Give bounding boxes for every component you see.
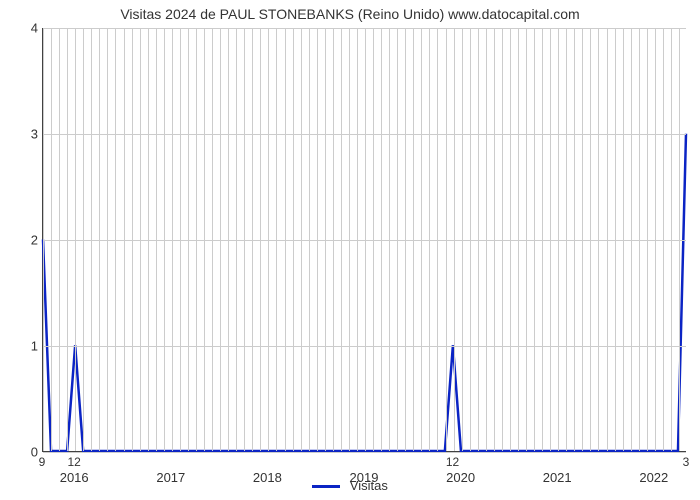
gridline-v: [526, 28, 527, 451]
gridline-h: [43, 452, 686, 453]
gridline-v: [397, 28, 398, 451]
gridline-v: [196, 28, 197, 451]
gridline-v: [590, 28, 591, 451]
gridline-v: [478, 28, 479, 451]
gridline-v: [59, 28, 60, 451]
gridline-v: [518, 28, 519, 451]
gridline-v: [534, 28, 535, 451]
gridline-v: [550, 28, 551, 451]
ytick-label: 2: [8, 233, 38, 248]
point-label: 9: [39, 455, 46, 469]
gridline-v: [115, 28, 116, 451]
gridline-v: [574, 28, 575, 451]
gridline-v: [140, 28, 141, 451]
gridline-v: [252, 28, 253, 451]
gridline-v: [679, 28, 680, 451]
ytick-label: 0: [8, 445, 38, 460]
gridline-v: [582, 28, 583, 451]
gridline-v: [655, 28, 656, 451]
point-label: 12: [68, 455, 81, 469]
gridline-v: [236, 28, 237, 451]
gridline-v: [341, 28, 342, 451]
gridline-v: [83, 28, 84, 451]
gridline-v: [91, 28, 92, 451]
gridline-v: [132, 28, 133, 451]
legend-swatch: [312, 485, 340, 488]
gridline-v: [389, 28, 390, 451]
gridline-v: [381, 28, 382, 451]
gridline-v: [357, 28, 358, 451]
gridline-v: [639, 28, 640, 451]
legend: Visitas: [0, 478, 700, 493]
gridline-v: [204, 28, 205, 451]
gridline-v: [470, 28, 471, 451]
gridline-v: [67, 28, 68, 451]
gridline-v: [260, 28, 261, 451]
gridline-v: [172, 28, 173, 451]
plot-area: [42, 28, 686, 452]
gridline-v: [99, 28, 100, 451]
gridline-v: [373, 28, 374, 451]
gridline-v: [454, 28, 455, 451]
gridline-v: [631, 28, 632, 451]
gridline-v: [164, 28, 165, 451]
gridline-v: [301, 28, 302, 451]
gridline-v: [349, 28, 350, 451]
gridline-v: [220, 28, 221, 451]
gridline-v: [607, 28, 608, 451]
gridline-v: [429, 28, 430, 451]
gridline-v: [462, 28, 463, 451]
gridline-v: [325, 28, 326, 451]
legend-label: Visitas: [350, 478, 388, 493]
gridline-v: [502, 28, 503, 451]
gridline-v: [413, 28, 414, 451]
gridline-v: [494, 28, 495, 451]
chart-title: Visitas 2024 de PAUL STONEBANKS (Reino U…: [0, 6, 700, 22]
gridline-v: [180, 28, 181, 451]
gridline-v: [285, 28, 286, 451]
gridline-v: [421, 28, 422, 451]
gridline-v: [623, 28, 624, 451]
gridline-v: [317, 28, 318, 451]
gridline-v: [333, 28, 334, 451]
gridline-v: [663, 28, 664, 451]
point-label: 12: [446, 455, 459, 469]
gridline-v: [244, 28, 245, 451]
gridline-v: [566, 28, 567, 451]
gridline-v: [446, 28, 447, 451]
gridline-v: [293, 28, 294, 451]
gridline-v: [156, 28, 157, 451]
gridline-v: [558, 28, 559, 451]
gridline-v: [309, 28, 310, 451]
ytick-label: 3: [8, 127, 38, 142]
gridline-v: [647, 28, 648, 451]
gridline-v: [671, 28, 672, 451]
gridline-v: [615, 28, 616, 451]
gridline-v: [437, 28, 438, 451]
gridline-v: [75, 28, 76, 451]
gridline-v: [51, 28, 52, 451]
ytick-label: 1: [8, 339, 38, 354]
chart-container: Visitas 2024 de PAUL STONEBANKS (Reino U…: [0, 0, 700, 500]
gridline-v: [510, 28, 511, 451]
gridline-v: [148, 28, 149, 451]
gridline-v: [268, 28, 269, 451]
gridline-v: [212, 28, 213, 451]
gridline-v: [542, 28, 543, 451]
gridline-v: [228, 28, 229, 451]
gridline-v: [124, 28, 125, 451]
gridline-v: [43, 28, 44, 451]
gridline-v: [486, 28, 487, 451]
ytick-label: 4: [8, 21, 38, 36]
gridline-v: [405, 28, 406, 451]
gridline-v: [107, 28, 108, 451]
gridline-v: [598, 28, 599, 451]
gridline-v: [276, 28, 277, 451]
gridline-v: [188, 28, 189, 451]
point-label: 3: [683, 455, 690, 469]
gridline-v: [365, 28, 366, 451]
